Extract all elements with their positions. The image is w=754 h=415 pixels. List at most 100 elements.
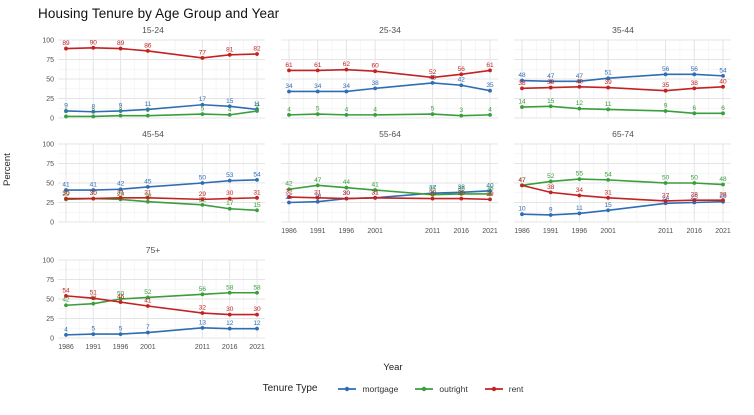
rent-point [459,196,464,201]
mortgage-value-label: 40 [486,182,494,189]
rent-point [344,196,349,201]
mortgage-point [344,89,349,94]
mortgage-point [118,332,123,336]
rent-value-label: 30 [458,190,466,197]
outright-value-label: 50 [662,175,670,182]
mortgage-point [200,181,205,185]
mortgage-value-label: 45 [144,178,152,185]
mortgage-value-label: 15 [605,202,613,209]
outright-point [344,112,349,117]
mortgage-value-label: 42 [458,77,466,84]
y-tick-label: 75 [46,57,54,64]
outright-value-label: 47 [518,177,526,184]
rent-point [721,198,725,203]
outright-point [721,182,725,187]
rent-value-label: 30 [343,190,351,197]
y-tick-label: 0 [50,336,54,343]
outright-value-label: 3 [459,107,463,114]
rent-point [577,193,582,198]
outright-value-label: 4 [488,106,492,113]
rent-point [692,198,697,203]
mortgage-value-label: 5 [91,326,95,333]
rent-point [315,195,320,200]
outright-value-label: 5 [201,106,205,113]
x-tick-label: 2001 [140,344,156,351]
mortgage-value-label: 54 [253,171,261,178]
outright-point [255,208,259,213]
mortgage-value-label: 25 [691,194,699,201]
facet-title: 15-24 [142,25,164,35]
rent-value-label: 39 [547,79,555,86]
outright-value-label: 29 [62,191,70,198]
rent-point [548,85,553,90]
rent-point [255,52,259,56]
outright-point [459,113,464,118]
x-tick-label: 2011 [658,228,673,235]
rent-value-label: 31 [605,189,613,196]
outright-legend-key-icon [415,386,434,391]
rent-point [721,84,725,89]
outright-point [606,177,611,182]
facet-title: 25-34 [379,25,401,35]
outright-value-label: 58 [253,284,261,291]
x-tick-label: 2021 [482,228,498,235]
mortgage-value-label: 5 [119,326,123,333]
rent-point [430,75,435,80]
rent-value-label: 27 [662,192,670,199]
rent-value-label: 31 [314,189,322,196]
rent-point [520,86,524,91]
rent-point [227,196,232,201]
mortgage-point [227,178,232,183]
mortgage-value-label: 15 [226,98,234,105]
rent-value-label: 31 [372,189,380,196]
x-tick-label: 2001 [600,228,616,235]
y-tick-label: 50 [46,181,54,188]
mortgage-value-label: 13 [199,319,207,326]
rent-value-label: 29 [199,191,207,198]
rent-value-label: 40 [576,78,584,85]
rent-point [200,56,205,60]
facet-panel: 48 47 47 51 56 56 54 14 15 12 11 9 6 6 38 39 40 39 35 38 40 [514,39,731,119]
rent-point [145,304,150,308]
y-tick-label: 75 [46,277,54,284]
y-axis-title: Percent [2,153,13,186]
mortgage-point [287,89,291,94]
outright-value-label: 6 [692,105,696,112]
outright-value-label: 48 [719,176,727,183]
rent-point [227,52,232,57]
rent-point [373,195,378,200]
facet-title: 45-54 [142,129,164,139]
mortgage-point [227,326,232,331]
mortgage-value-label: 41 [90,182,98,189]
rent-value-label: 31 [253,189,261,196]
rent-point [430,196,435,201]
rent-value-label: 30 [253,306,261,313]
x-tick-label: 1991 [543,228,559,235]
mortgage-value-label: 34 [343,83,351,90]
rent-value-label: 38 [691,80,699,87]
outright-point [373,112,378,117]
mortgage-point [145,330,150,335]
outright-value-label: 50 [117,291,125,298]
rent-point [91,296,96,301]
facet-title: 65-74 [612,129,634,139]
rent-point [64,293,68,298]
outright-value-label: 30 [90,190,98,197]
x-tick-label: 2011 [425,228,440,235]
rent-value-label: 32 [285,189,293,196]
legend-item-outright: outright [414,384,468,394]
mortgage-value-label: 12 [253,320,261,327]
outright-point [64,303,68,308]
mortgage-point [118,109,123,113]
chart-title: Housing Tenure by Age Group and Year [38,6,280,21]
rent-point [520,183,524,188]
rent-point [344,67,349,72]
outright-point [227,290,232,295]
mortgage-point [64,188,68,192]
mortgage-point [64,109,68,113]
mortgage-value-label: 9 [64,102,68,109]
mortgage-point [373,86,378,91]
rent-value-label: 52 [429,69,437,76]
mortgage-point [520,78,524,83]
